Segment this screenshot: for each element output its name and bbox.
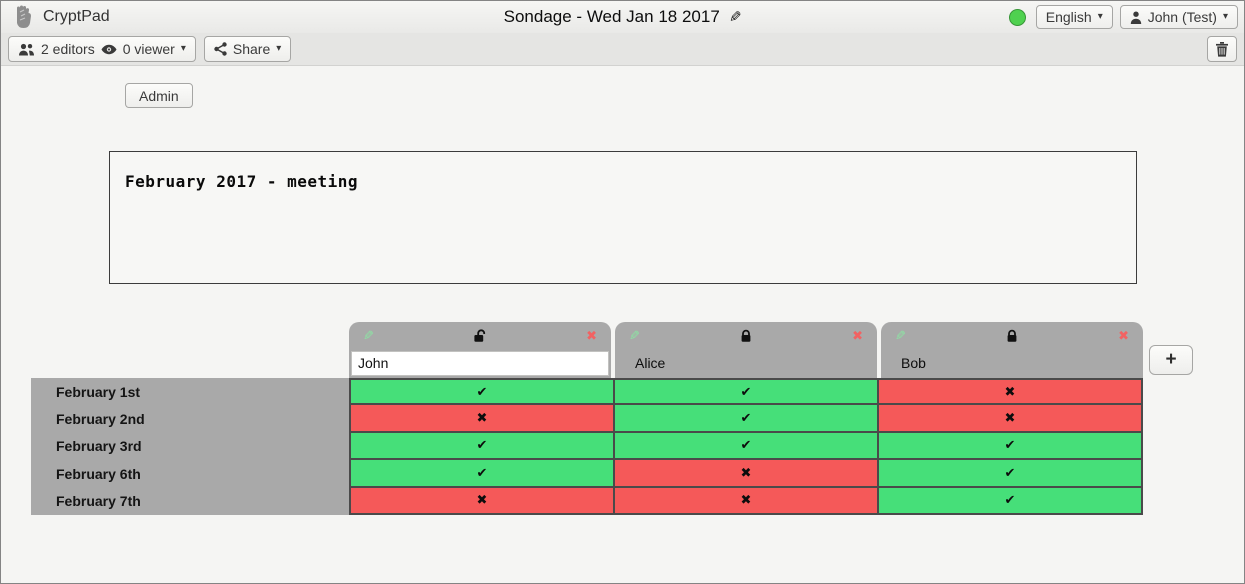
- poll-column-header: ✎ ✖ Bob: [881, 322, 1143, 379]
- remove-column-icon[interactable]: ✖: [852, 327, 863, 343]
- poll-content-area: Admin February 2017 - meeting ✎ ✖ ✎: [1, 66, 1244, 583]
- add-column-button[interactable]: +: [1149, 345, 1193, 375]
- poll-description-text: February 2017 - meeting: [125, 172, 359, 191]
- chevron-down-icon: ▾: [180, 43, 186, 54]
- remove-column-icon[interactable]: ✖: [586, 327, 597, 343]
- vote-cell[interactable]: ✖: [615, 487, 879, 515]
- vote-cell[interactable]: ✖: [351, 405, 615, 433]
- title-bar: Sondage - Wed Jan 18 2017 ✎: [1, 1, 1244, 33]
- poll-description-textarea[interactable]: February 2017 - meeting: [109, 151, 1137, 284]
- user-icon: [1130, 11, 1142, 24]
- row-cells: ✖ ✖ ✔: [349, 487, 1143, 515]
- viewers-count-label: 0 viewer: [122, 41, 175, 57]
- chevron-down-icon: ▾: [276, 43, 282, 54]
- poll-row: February 2nd ✖ ✔ ✖: [31, 405, 1143, 433]
- poll-row: February 7th ✖ ✖ ✔: [31, 487, 1143, 515]
- poll-tabs: ✎ ✖ ✎ ✖ Alice: [349, 322, 1143, 379]
- vote-cell[interactable]: ✖: [879, 405, 1143, 433]
- language-dropdown[interactable]: English ▾: [1035, 5, 1113, 29]
- row-cells: ✔ ✖ ✔: [349, 460, 1143, 488]
- connection-status-indicator: [1008, 8, 1026, 26]
- lock-closed-icon[interactable]: [739, 329, 753, 343]
- row-label: February 3rd: [31, 432, 349, 461]
- row-label: February 7th: [31, 487, 349, 515]
- edit-column-pencil-icon[interactable]: ✎: [363, 327, 374, 343]
- poll-column-header: ✎ ✖: [349, 322, 611, 379]
- row-cells: ✖ ✔ ✖: [349, 405, 1143, 433]
- chevron-down-icon: ▾: [1097, 11, 1103, 22]
- share-label: Share: [232, 41, 271, 57]
- row-label: February 6th: [31, 460, 349, 488]
- vote-cell[interactable]: ✔: [879, 487, 1143, 515]
- user-menu-dropdown[interactable]: John (Test) ▾: [1119, 5, 1238, 29]
- vote-cell[interactable]: ✖: [879, 380, 1143, 406]
- topbar-right: English ▾ John (Test) ▾: [1008, 5, 1238, 29]
- admin-button[interactable]: Admin: [125, 83, 193, 108]
- row-label: February 2nd: [31, 405, 349, 433]
- vote-cell[interactable]: ✔: [615, 432, 879, 461]
- secondary-toolbar: 2 editors 0 viewer ▾ Share ▾: [1, 33, 1244, 66]
- vote-cell[interactable]: ✔: [879, 460, 1143, 488]
- language-label: English: [1045, 9, 1092, 25]
- delete-document-button[interactable]: [1207, 36, 1237, 62]
- edit-title-pencil-icon[interactable]: ✎: [728, 9, 742, 26]
- column-name-cell: Alice: [615, 347, 877, 379]
- trash-icon: [1215, 41, 1229, 57]
- vote-cell[interactable]: ✔: [615, 380, 879, 406]
- column-name-cell: Bob: [881, 347, 1143, 379]
- document-title: Sondage - Wed Jan 18 2017: [503, 7, 720, 26]
- vote-cell[interactable]: ✔: [351, 380, 615, 406]
- share-icon: [214, 42, 227, 56]
- user-name-label: John (Test): [1147, 9, 1217, 25]
- editors-viewers-dropdown[interactable]: 2 editors 0 viewer ▾: [8, 36, 196, 62]
- remove-column-icon[interactable]: ✖: [1118, 327, 1129, 343]
- row-cells: ✔ ✔ ✔: [349, 432, 1143, 461]
- column-header-actions: ✎ ✖: [881, 322, 1143, 347]
- edit-column-pencil-icon[interactable]: ✎: [629, 327, 640, 343]
- column-name-label: Bob: [901, 355, 926, 371]
- vote-cell[interactable]: ✔: [351, 460, 615, 488]
- edit-column-pencil-icon[interactable]: ✎: [895, 327, 906, 343]
- row-cells: ✔ ✔ ✖: [349, 378, 1143, 406]
- vote-cell[interactable]: ✔: [879, 432, 1143, 461]
- brand-name: CryptPad: [43, 8, 110, 25]
- poll-row: February 3rd ✔ ✔ ✔: [31, 432, 1143, 461]
- vote-cell[interactable]: ✖: [351, 487, 615, 515]
- column-header-actions: ✎ ✖: [349, 322, 611, 347]
- vote-cell[interactable]: ✖: [615, 460, 879, 488]
- chevron-down-icon: ▾: [1222, 11, 1228, 22]
- share-dropdown[interactable]: Share ▾: [203, 36, 292, 62]
- brand: CryptPad: [11, 4, 110, 30]
- poll-row: February 1st ✔ ✔ ✖: [31, 378, 1143, 406]
- poll-row: February 6th ✔ ✖ ✔: [31, 460, 1143, 488]
- lock-open-icon[interactable]: [472, 328, 488, 343]
- eye-icon: [101, 44, 117, 55]
- poll-column-header: ✎ ✖ Alice: [615, 322, 877, 379]
- lock-closed-icon[interactable]: [1005, 329, 1019, 343]
- users-group-icon: [18, 43, 35, 56]
- editors-count-label: 2 editors: [41, 41, 95, 57]
- column-name-cell: [349, 347, 611, 379]
- column-name-label: Alice: [635, 355, 666, 371]
- vote-cell[interactable]: ✔: [351, 432, 615, 461]
- top-toolbar: CryptPad Sondage - Wed Jan 18 2017 ✎ Eng…: [1, 1, 1244, 33]
- column-name-input[interactable]: [351, 350, 609, 376]
- cryptpad-fist-logo-icon: [11, 4, 35, 30]
- column-header-actions: ✎ ✖: [615, 322, 877, 347]
- vote-cell[interactable]: ✔: [615, 405, 879, 433]
- poll-grid: February 1st ✔ ✔ ✖ February 2nd ✖ ✔ ✖ Februa…: [31, 378, 1143, 515]
- row-label: February 1st: [31, 378, 349, 406]
